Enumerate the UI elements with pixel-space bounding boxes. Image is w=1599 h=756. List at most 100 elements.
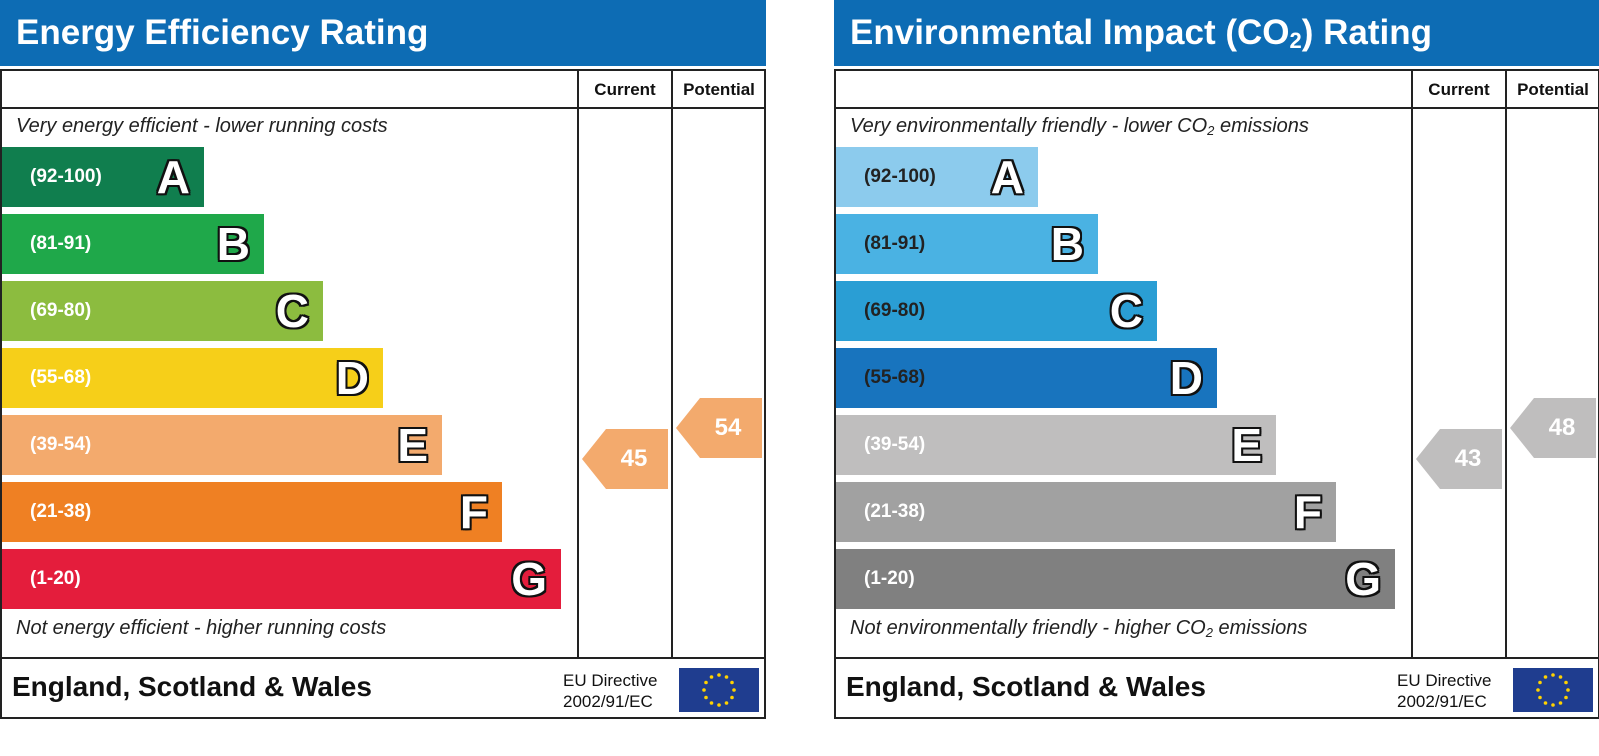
panel-title: Environmental Impact (CO2) Rating <box>834 0 1599 66</box>
eu-stars <box>702 673 736 707</box>
star-icon <box>717 673 721 677</box>
star-icon <box>730 680 734 685</box>
directive-line1: EU Directive <box>1397 671 1492 690</box>
rating-band-c: (69-80) C <box>836 281 1157 341</box>
band-letter: G <box>511 553 547 605</box>
band-range-label: (1-20) <box>30 568 81 589</box>
rating-arrow-shape <box>1510 398 1596 458</box>
column-header-current: Current <box>1428 80 1490 99</box>
eu-flag-icon <box>679 668 759 712</box>
rating-band-c: (69-80) C <box>2 281 323 341</box>
top-note: Very energy efficient - lower running co… <box>16 115 388 137</box>
rating-band-a: (92-100) A <box>836 147 1038 207</box>
star-icon <box>1536 688 1540 692</box>
panel-title: Energy Efficiency Rating <box>0 0 766 66</box>
header-divider <box>2 107 764 109</box>
band-letter: C <box>275 285 309 337</box>
current-rating-value: 45 <box>620 445 648 472</box>
environmental-impact-panel: Environmental Impact (CO2) Rating Curren… <box>834 0 1599 719</box>
rating-band-f: (21-38) F <box>2 482 502 542</box>
column-divider <box>671 71 673 659</box>
bottom-note: Not energy efficient - higher running co… <box>16 617 387 639</box>
rating-band-e: (39-54) E <box>836 415 1276 475</box>
rating-band-b: (81-91) B <box>2 214 264 274</box>
star-icon <box>1538 695 1542 700</box>
rating-arrow-polygon <box>582 429 668 489</box>
column-header-potential: Potential <box>1517 80 1589 99</box>
star-icon <box>1543 675 1548 679</box>
rating-table: Current Potential Very energy efficient … <box>0 69 766 719</box>
footer-divider <box>2 657 764 659</box>
band-letter: E <box>397 419 428 471</box>
rating-band-b: (81-91) B <box>836 214 1098 274</box>
band-range-label: (39-54) <box>864 434 926 455</box>
star-icon <box>709 701 714 705</box>
directive-line1: EU Directive <box>563 671 658 690</box>
band-letter: F <box>1293 486 1322 538</box>
band-range-label: (1-20) <box>864 568 915 589</box>
rating-arrow-shape <box>582 429 668 489</box>
eu-directive-label: EU Directive 2002/91/EC <box>1397 670 1491 712</box>
region-label: England, Scotland & Wales <box>846 671 1206 702</box>
star-icon <box>1551 703 1555 707</box>
star-icon <box>724 701 729 705</box>
column-divider <box>577 71 579 659</box>
bottom-note: Not environmentally friendly - higher CO… <box>850 617 1308 640</box>
eu-directive-label: EU Directive 2002/91/EC <box>563 670 657 712</box>
rating-arrow-shape <box>1416 429 1502 489</box>
rating-arrow-polygon <box>1416 429 1502 489</box>
star-icon <box>717 703 721 707</box>
band-letter: D <box>1169 352 1203 404</box>
star-icon <box>1564 695 1568 700</box>
band-range-label: (69-80) <box>30 300 92 321</box>
star-icon <box>1551 673 1555 677</box>
band-range-label: (39-54) <box>30 434 92 455</box>
energy-efficiency-panel: Energy Efficiency Rating Current Potenti… <box>0 0 766 719</box>
band-letter: E <box>1231 419 1262 471</box>
band-range-label: (55-68) <box>864 367 926 388</box>
rating-band-d: (55-68) D <box>2 348 383 408</box>
footer-divider <box>836 657 1598 659</box>
potential-rating-value: 48 <box>1548 414 1576 441</box>
band-letter: B <box>1050 218 1084 270</box>
current-rating-value: 43 <box>1454 445 1482 472</box>
rating-arrow-polygon <box>1510 398 1596 458</box>
star-icon <box>1558 701 1563 705</box>
rating-band-e: (39-54) E <box>2 415 442 475</box>
band-range-label: (92-100) <box>864 166 936 187</box>
star-icon <box>1566 688 1570 692</box>
band-letter: C <box>1109 285 1143 337</box>
rating-band-g: (1-20) G <box>2 549 561 609</box>
band-range-label: (69-80) <box>864 300 926 321</box>
rating-band-a: (92-100) A <box>2 147 204 207</box>
star-icon <box>709 675 714 679</box>
directive-line2: 2002/91/EC <box>563 692 653 711</box>
potential-rating-arrow: 54 <box>676 398 762 458</box>
star-icon <box>702 688 706 692</box>
column-header-potential: Potential <box>683 80 755 99</box>
band-range-label: (21-38) <box>864 501 926 522</box>
band-letter: A <box>990 151 1024 203</box>
star-icon <box>724 675 729 679</box>
column-divider <box>1411 71 1413 659</box>
current-rating-arrow: 43 <box>1416 429 1502 489</box>
potential-rating-value: 54 <box>714 414 742 441</box>
column-header-current: Current <box>594 80 656 99</box>
band-letter: F <box>459 486 488 538</box>
header-divider <box>836 107 1598 109</box>
column-divider <box>1505 71 1507 659</box>
star-icon <box>704 680 708 685</box>
star-icon <box>1543 701 1548 705</box>
band-range-label: (21-38) <box>30 501 92 522</box>
rating-band-g: (1-20) G <box>836 549 1395 609</box>
star-icon <box>1538 680 1542 685</box>
rating-band-f: (21-38) F <box>836 482 1336 542</box>
eu-stars <box>1536 673 1570 707</box>
directive-line2: 2002/91/EC <box>1397 692 1487 711</box>
band-range-label: (55-68) <box>30 367 92 388</box>
rating-arrow-polygon <box>676 398 762 458</box>
band-range-label: (92-100) <box>30 166 102 187</box>
potential-rating-arrow: 48 <box>1510 398 1596 458</box>
region-label: England, Scotland & Wales <box>12 671 372 702</box>
eu-flag-icon <box>1513 668 1593 712</box>
